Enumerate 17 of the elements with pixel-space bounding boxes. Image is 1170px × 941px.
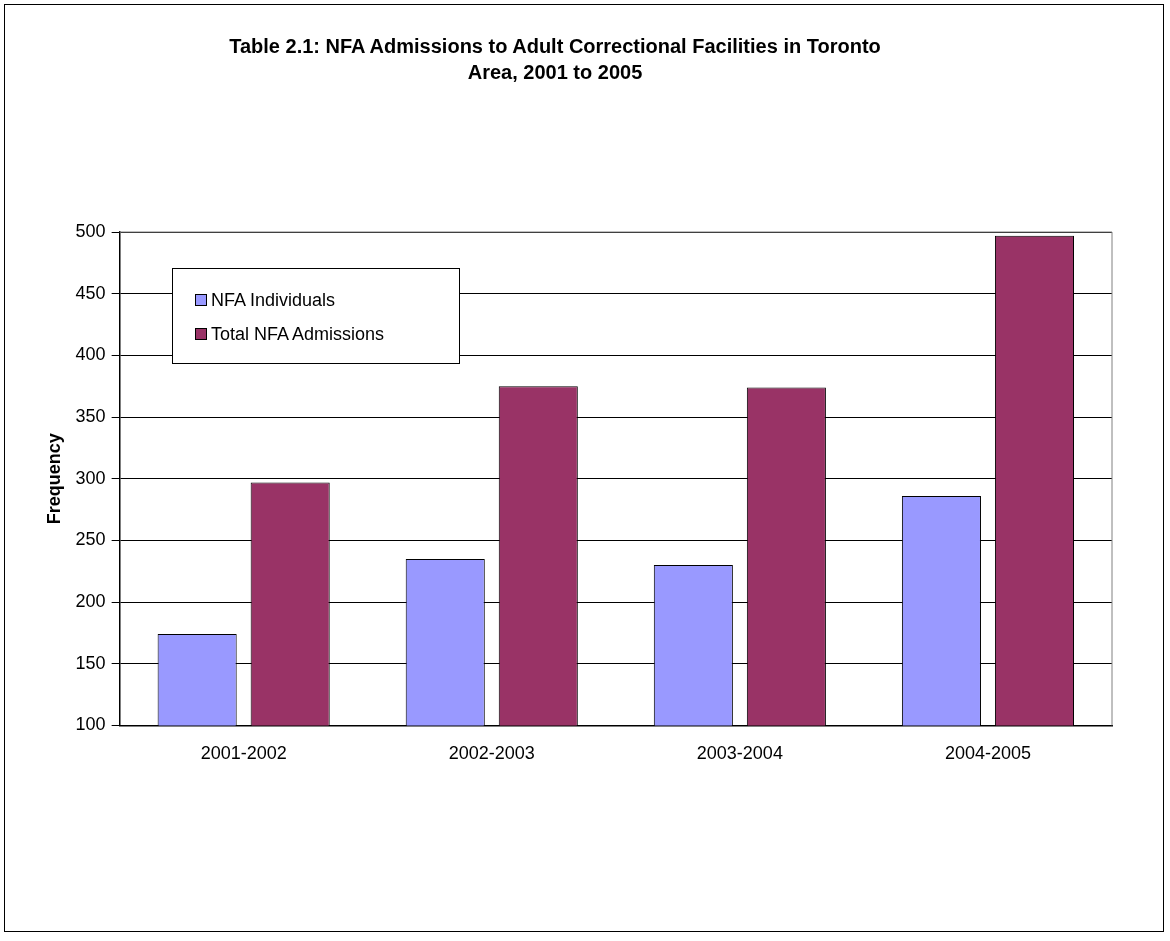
x-tick-label: 2002-2003 [448, 743, 535, 764]
x-tick-label: 2004-2005 [944, 743, 1031, 764]
legend-label: Total NFA Admissions [211, 323, 385, 345]
y-tick-label: 450 [75, 282, 106, 303]
legend-label: NFA Individuals [211, 289, 336, 311]
chart-title: Table 2.1: NFA Admissions to Adult Correctional Facilities in Toronto Area, 2001 to 2005 [228, 34, 882, 85]
y-tick-label: 400 [75, 344, 106, 365]
y-tick-label: 300 [75, 467, 106, 488]
y-tick-label: 200 [75, 591, 106, 612]
x-tick-label: 2001-2002 [200, 743, 287, 764]
y-tick-label: 100 [75, 714, 106, 735]
y-tick-label: 350 [75, 405, 106, 426]
y-tick-label: 150 [75, 652, 106, 673]
y-tick-label: 500 [75, 220, 106, 241]
y-axis-title: Frequency [43, 433, 64, 525]
y-tick-label: 250 [75, 529, 106, 550]
x-tick-label: 2003-2004 [696, 743, 783, 764]
